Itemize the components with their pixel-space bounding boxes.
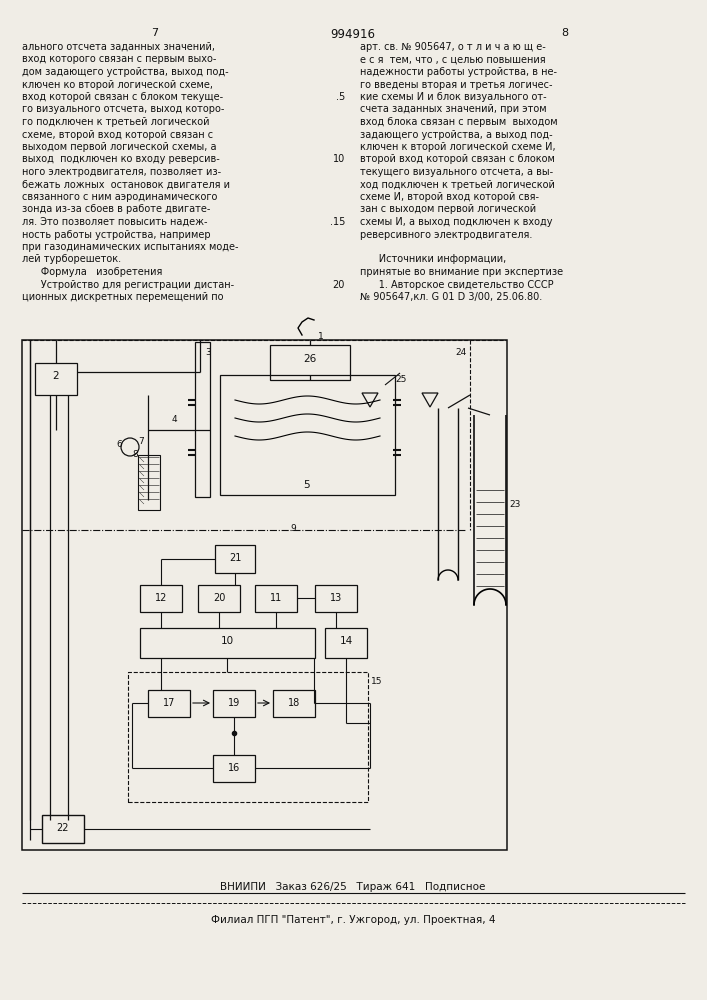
Bar	[273, 690, 315, 717]
Text: ность работы устройства, например: ность работы устройства, например	[22, 230, 211, 239]
Bar	[140, 628, 315, 658]
Bar	[255, 585, 297, 612]
Text: выходом первой логической схемы, а: выходом первой логической схемы, а	[22, 142, 216, 152]
Text: 1: 1	[318, 332, 324, 341]
Text: 5: 5	[304, 480, 310, 490]
Text: связанного с ним аэродинамического: связанного с ним аэродинамического	[22, 192, 217, 202]
Bar	[198, 585, 240, 612]
Text: ключен ко второй логической схеме,: ключен ко второй логической схеме,	[22, 80, 213, 90]
Text: кие схемы И и блок визуального от-: кие схемы И и блок визуального от-	[360, 92, 547, 102]
Bar	[42, 815, 84, 843]
Text: задающего устройства, а выход под-: задающего устройства, а выход под-	[360, 129, 553, 139]
Text: 10: 10	[333, 154, 345, 164]
Text: Устройство для регистрации дистан-: Устройство для регистрации дистан-	[22, 279, 234, 290]
Text: дом задающего устройства, выход под-: дом задающего устройства, выход под-	[22, 67, 228, 77]
Text: ального отсчета заданных значений,: ального отсчета заданных значений,	[22, 42, 215, 52]
Text: зан с выходом первой логической: зан с выходом первой логической	[360, 205, 536, 215]
Text: принятые во внимание при экспертизе: принятые во внимание при экспертизе	[360, 267, 563, 277]
Text: 16: 16	[228, 763, 240, 773]
Text: Филиал ПГП "Патент", г. Ужгород, ул. Проектная, 4: Филиал ПГП "Патент", г. Ужгород, ул. Про…	[211, 915, 495, 925]
Text: 9: 9	[290, 524, 296, 533]
Text: бежать ложных  остановок двигателя и: бежать ложных остановок двигателя и	[22, 180, 230, 190]
Text: 8: 8	[561, 28, 568, 38]
Text: Источники информации,: Источники информации,	[360, 254, 506, 264]
Text: ключен к второй логической схеме И,: ключен к второй логической схеме И,	[360, 142, 556, 152]
Text: второй вход которой связан с блоком: второй вход которой связан с блоком	[360, 154, 555, 164]
Text: схеме, второй вход которой связан с: схеме, второй вход которой связан с	[22, 129, 213, 139]
Text: 26: 26	[303, 354, 317, 364]
Text: .5: .5	[336, 92, 345, 102]
Text: ционных дискретных перемещений по: ционных дискретных перемещений по	[22, 292, 223, 302]
Text: .15: .15	[329, 217, 345, 227]
Bar	[215, 545, 255, 573]
Text: зонда из-за сбоев в работе двигате-: зонда из-за сбоев в работе двигате-	[22, 205, 211, 215]
Text: 1. Авторское свидетельство СССР: 1. Авторское свидетельство СССР	[360, 279, 554, 290]
Text: 24: 24	[455, 348, 466, 357]
Bar	[128, 672, 368, 802]
Text: 4: 4	[172, 415, 177, 424]
Text: го визуального отсчета, выход которо-: го визуального отсчета, выход которо-	[22, 104, 224, 114]
Text: 8: 8	[132, 450, 138, 459]
Text: 20: 20	[332, 279, 345, 290]
Text: схемы И, а выход подключен к входу: схемы И, а выход подключен к входу	[360, 217, 552, 227]
Text: 13: 13	[330, 593, 342, 603]
Text: вход которой связан с блоком текуще-: вход которой связан с блоком текуще-	[22, 92, 223, 102]
Text: арт. св. № 905647, о т л и ч а ю щ е-: арт. св. № 905647, о т л и ч а ю щ е-	[360, 42, 546, 52]
Text: 10: 10	[221, 636, 233, 646]
Text: 15: 15	[371, 677, 382, 686]
Bar	[315, 585, 357, 612]
Text: текущего визуального отсчета, а вы-: текущего визуального отсчета, а вы-	[360, 167, 553, 177]
Text: 19: 19	[228, 698, 240, 708]
Text: 11: 11	[270, 593, 282, 603]
Bar	[140, 585, 182, 612]
Bar	[195, 342, 210, 497]
Text: № 905647,кл. G 01 D 3/00, 25.06.80.: № 905647,кл. G 01 D 3/00, 25.06.80.	[360, 292, 542, 302]
Bar	[213, 690, 255, 717]
Text: ВНИИПИ   Заказ 626/25   Тираж 641   Подписное: ВНИИПИ Заказ 626/25 Тираж 641 Подписное	[221, 882, 486, 892]
Bar	[213, 755, 255, 782]
Bar	[22, 340, 507, 850]
Text: 17: 17	[163, 698, 175, 708]
Text: ля. Это позволяет повысить надеж-: ля. Это позволяет повысить надеж-	[22, 217, 207, 227]
Text: реверсивного электродвигателя.: реверсивного электродвигателя.	[360, 230, 532, 239]
Text: 2: 2	[53, 371, 59, 381]
Text: 7: 7	[138, 437, 144, 446]
Text: е с я  тем, что , с целью повышения: е с я тем, что , с целью повышения	[360, 54, 546, 64]
Text: го введены вторая и третья логичес-: го введены вторая и третья логичес-	[360, 80, 552, 90]
Text: выход  подключен ко входу реверсив-: выход подключен ко входу реверсив-	[22, 154, 220, 164]
Text: 20: 20	[213, 593, 226, 603]
Bar	[325, 628, 367, 658]
Text: 21: 21	[229, 553, 241, 563]
Bar	[220, 375, 395, 495]
Text: 994916: 994916	[330, 28, 375, 41]
Text: 6: 6	[116, 440, 122, 449]
Bar	[148, 690, 190, 717]
Text: 7: 7	[151, 28, 158, 38]
Text: 22: 22	[57, 823, 69, 833]
Text: 23: 23	[509, 500, 520, 509]
Text: схеме И, второй вход которой свя-: схеме И, второй вход которой свя-	[360, 192, 539, 202]
Text: надежности работы устройства, в не-: надежности работы устройства, в не-	[360, 67, 557, 77]
Text: вход которого связан с первым выхо-: вход которого связан с первым выхо-	[22, 54, 216, 64]
Text: 12: 12	[155, 593, 167, 603]
Text: лей турборешеток.: лей турборешеток.	[22, 254, 121, 264]
Bar	[138, 455, 160, 510]
Text: 3: 3	[205, 348, 211, 357]
Text: 18: 18	[288, 698, 300, 708]
Text: 14: 14	[339, 636, 353, 646]
Text: при газодинамических испытаниях моде-: при газодинамических испытаниях моде-	[22, 242, 238, 252]
Text: Формула   изобретения: Формула изобретения	[22, 267, 163, 277]
Bar	[270, 345, 350, 380]
Bar	[35, 363, 77, 395]
Text: ход подключен к третьей логической: ход подключен к третьей логической	[360, 180, 555, 190]
Text: счета заданных значений, при этом: счета заданных значений, при этом	[360, 104, 547, 114]
Text: 25: 25	[395, 375, 407, 384]
Text: вход блока связан с первым  выходом: вход блока связан с первым выходом	[360, 117, 558, 127]
Text: ного электродвигателя, позволяет из-: ного электродвигателя, позволяет из-	[22, 167, 221, 177]
Text: го подключен к третьей логической: го подключен к третьей логической	[22, 117, 209, 127]
